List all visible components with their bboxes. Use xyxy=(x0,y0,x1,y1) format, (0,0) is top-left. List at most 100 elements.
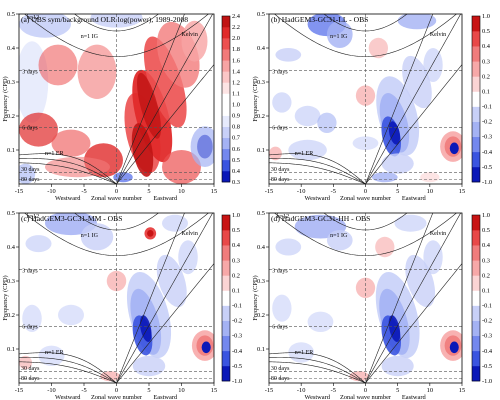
contour-blob xyxy=(131,123,154,177)
kelvin-curve xyxy=(365,64,462,184)
ig-curve xyxy=(274,14,457,57)
y-tick-label: 0.2 xyxy=(7,312,15,319)
annotation: Kelvin xyxy=(182,32,198,38)
colorbar-segment xyxy=(472,91,480,107)
contour-blob xyxy=(201,341,211,354)
x-tick-label: -15 xyxy=(265,188,274,195)
colorbar-segment xyxy=(222,335,230,352)
colorbar-segment xyxy=(222,350,230,367)
contour-blob xyxy=(190,126,214,167)
contour-blob xyxy=(51,129,91,157)
colorbar-segment xyxy=(222,49,230,61)
y-axis-label: Frequency (CPD) xyxy=(2,275,9,320)
annotation: 30 days xyxy=(21,366,40,372)
colorbar: -1.0 -0.5 -0.4 -0.3 -0.2 -0.1 0.1 0.2 0.3 0.4 0.5 1… xyxy=(471,212,493,385)
panel-a: h=12 n=1 IG Kelvin n=1 ER 3 days 6 days 30 day… xyxy=(2,0,241,202)
colorbar-tick-label: 0.2 xyxy=(232,272,240,279)
contour-blob xyxy=(77,44,117,99)
contour-blob xyxy=(162,214,188,232)
x-tick-label: 0 xyxy=(364,188,367,195)
colorbar-segment xyxy=(222,27,230,39)
ig-curve xyxy=(19,0,214,2)
annotation: n=1 ER xyxy=(45,350,64,356)
heatmap-field xyxy=(269,14,462,184)
contour-blob xyxy=(162,150,201,184)
colorbar-tick-label: 1.0 xyxy=(482,13,490,20)
x-tick-label: 5 xyxy=(396,188,399,195)
colorbar-tick-label: 2.2 xyxy=(232,24,240,31)
kelvin-curve xyxy=(116,14,213,184)
colorbar-tick-label: 2.0 xyxy=(232,35,240,42)
colorbar-tick-label: 0.1 xyxy=(482,88,490,95)
annotation: 80 days xyxy=(21,177,40,183)
colorbar-segment xyxy=(222,320,230,337)
contour-blob xyxy=(19,112,58,147)
er-curve xyxy=(19,158,117,184)
annotation: 80 days xyxy=(271,177,290,183)
colorbar: -1.0 -0.5 -0.4 -0.3 -0.2 -0.1 0.1 0.2 0.3 0.4 0.5 1… xyxy=(471,13,493,186)
ig-curve xyxy=(24,14,209,57)
colorbar-segment xyxy=(222,260,230,276)
kelvin-curve xyxy=(365,263,462,383)
colorbar-segment xyxy=(222,93,230,105)
colorbar-tick-label: 1.8 xyxy=(232,46,240,53)
er-curve xyxy=(19,357,117,383)
contour-blob xyxy=(156,254,187,308)
x-tick-label: -10 xyxy=(47,188,56,195)
annotation: 6 days xyxy=(272,325,288,331)
annotation: n=1 ER xyxy=(295,350,314,356)
kelvin-curve xyxy=(365,213,462,383)
colorbar-segment xyxy=(472,76,480,92)
x-axis-label: Zonal wave number xyxy=(340,394,392,400)
eastward-label: Eastward xyxy=(402,394,427,400)
x-tick-label: 10 xyxy=(427,387,433,394)
y-tick-label: 0.4 xyxy=(257,244,266,251)
colorbar-segment xyxy=(472,350,480,367)
annotation: h=12 xyxy=(27,214,39,220)
y-tick-label: 0.1 xyxy=(257,346,265,353)
y-tick-label: 0.1 xyxy=(257,147,265,154)
kelvin-curve xyxy=(116,213,185,383)
colorbar-segment xyxy=(222,245,230,261)
contour-blob xyxy=(58,304,84,326)
contour-blob xyxy=(80,223,114,251)
colorbar-segment xyxy=(472,106,480,122)
y-axis-label: Frequency (CPD) xyxy=(252,76,259,121)
colorbar-segment xyxy=(222,82,230,94)
colorbar-tick-label: 1.2 xyxy=(232,79,240,86)
annotation: 3 days xyxy=(22,70,38,76)
x-tick-label: 5 xyxy=(147,188,150,195)
colorbar-tick-label: 0.8 xyxy=(232,124,240,131)
x-tick-label: 15 xyxy=(211,188,217,195)
annotation: 6 days xyxy=(22,325,38,331)
colorbar-tick-label: 0.2 xyxy=(482,272,490,279)
colorbar-frame xyxy=(471,15,481,183)
y-tick-label: 0.5 xyxy=(257,210,265,217)
colorbar-tick-label: 0.3 xyxy=(232,179,240,186)
x-tick-label: -15 xyxy=(265,387,274,394)
colorbar-segment xyxy=(222,159,230,172)
y-tick-label: 0.2 xyxy=(257,113,265,120)
colorbar-segment xyxy=(472,151,480,168)
colorbar-segment xyxy=(472,121,480,138)
annotation: 30 days xyxy=(271,366,290,372)
colorbar-tick-label: -0.2 xyxy=(482,119,492,126)
colorbar-segment xyxy=(222,38,230,50)
colorbar-segment xyxy=(222,126,230,139)
colorbar-segment xyxy=(472,320,480,337)
colorbar-tick-label: 0.4 xyxy=(482,242,491,249)
heatmap-field xyxy=(269,213,462,383)
colorbar-tick-label: -1.0 xyxy=(482,378,492,385)
kelvin-curve xyxy=(116,213,213,383)
heatmap-field xyxy=(19,213,214,383)
x-tick-label: 10 xyxy=(178,188,184,195)
annotation: 3 days xyxy=(22,269,38,275)
x-tick-label: 15 xyxy=(459,387,465,394)
westward-label: Westward xyxy=(55,195,81,202)
colorbar-tick-label: 1.6 xyxy=(232,57,240,64)
x-axis-label: Zonal wave number xyxy=(91,195,143,202)
x-tick-label: 0 xyxy=(115,188,118,195)
er-curve xyxy=(19,361,117,383)
x-tick-label: 5 xyxy=(396,387,399,394)
colorbar-segment xyxy=(472,31,480,47)
